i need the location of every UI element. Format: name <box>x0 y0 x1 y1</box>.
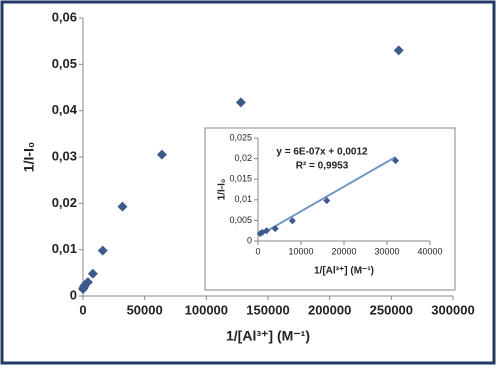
y-tick-label: 0,025 <box>229 132 252 142</box>
x-tick-label: 10000 <box>288 246 313 256</box>
data-point <box>82 277 93 288</box>
data-point <box>87 268 98 279</box>
data-point <box>156 149 167 160</box>
annotation: R² = 0,9953 <box>296 161 349 172</box>
x-tick-label: 150000 <box>246 302 289 317</box>
y-tick-label: 0,04 <box>52 102 78 117</box>
x-tick-label: 200000 <box>308 302 351 317</box>
x-tick-label: 0 <box>255 246 260 256</box>
data-point <box>393 45 404 56</box>
data-point <box>288 217 296 225</box>
y-tick-label: 0,02 <box>234 153 252 163</box>
data-point <box>235 97 246 108</box>
y-tick-label: 0,06 <box>52 9 77 24</box>
data-point <box>392 157 400 165</box>
x-tick-label: 30000 <box>374 246 399 256</box>
y-tick-label: 0 <box>247 235 252 245</box>
y-tick-label: 0,03 <box>52 148 77 163</box>
trendline <box>259 156 397 236</box>
x-tick-label: 50000 <box>127 302 163 317</box>
data-point <box>117 201 128 212</box>
data-point <box>97 245 108 256</box>
data-point <box>271 225 279 233</box>
x-tick-label: 40000 <box>417 246 442 256</box>
x-tick-label: 100000 <box>185 302 228 317</box>
x-tick-label: 20000 <box>331 246 356 256</box>
y-axis-label: 1/I-I₀ <box>217 179 228 201</box>
y-tick-label: 0,02 <box>52 195 77 210</box>
x-axis-label: 1/[Al³⁺] (M⁻¹) <box>226 328 310 344</box>
y-tick-label: 0,005 <box>229 215 252 225</box>
y-tick-label: 0,01 <box>234 194 252 204</box>
x-tick-label: 0 <box>79 302 86 317</box>
x-tick-label: 300000 <box>431 302 474 317</box>
x-axis-label: 1/[Al³⁺] (M⁻¹) <box>314 266 374 277</box>
annotation: y = 6E-07x + 0,0012 <box>276 147 368 158</box>
y-tick-label: 0 <box>70 287 77 302</box>
data-point <box>323 197 331 205</box>
data-point <box>263 227 271 235</box>
y-tick-label: 0,05 <box>52 56 77 71</box>
y-tick-label: 0,01 <box>52 241 77 256</box>
x-tick-label: 250000 <box>370 302 413 317</box>
y-tick-label: 0,015 <box>229 174 252 184</box>
inset-frame <box>204 127 456 291</box>
y-axis-label: 1/I-I₀ <box>21 142 37 172</box>
